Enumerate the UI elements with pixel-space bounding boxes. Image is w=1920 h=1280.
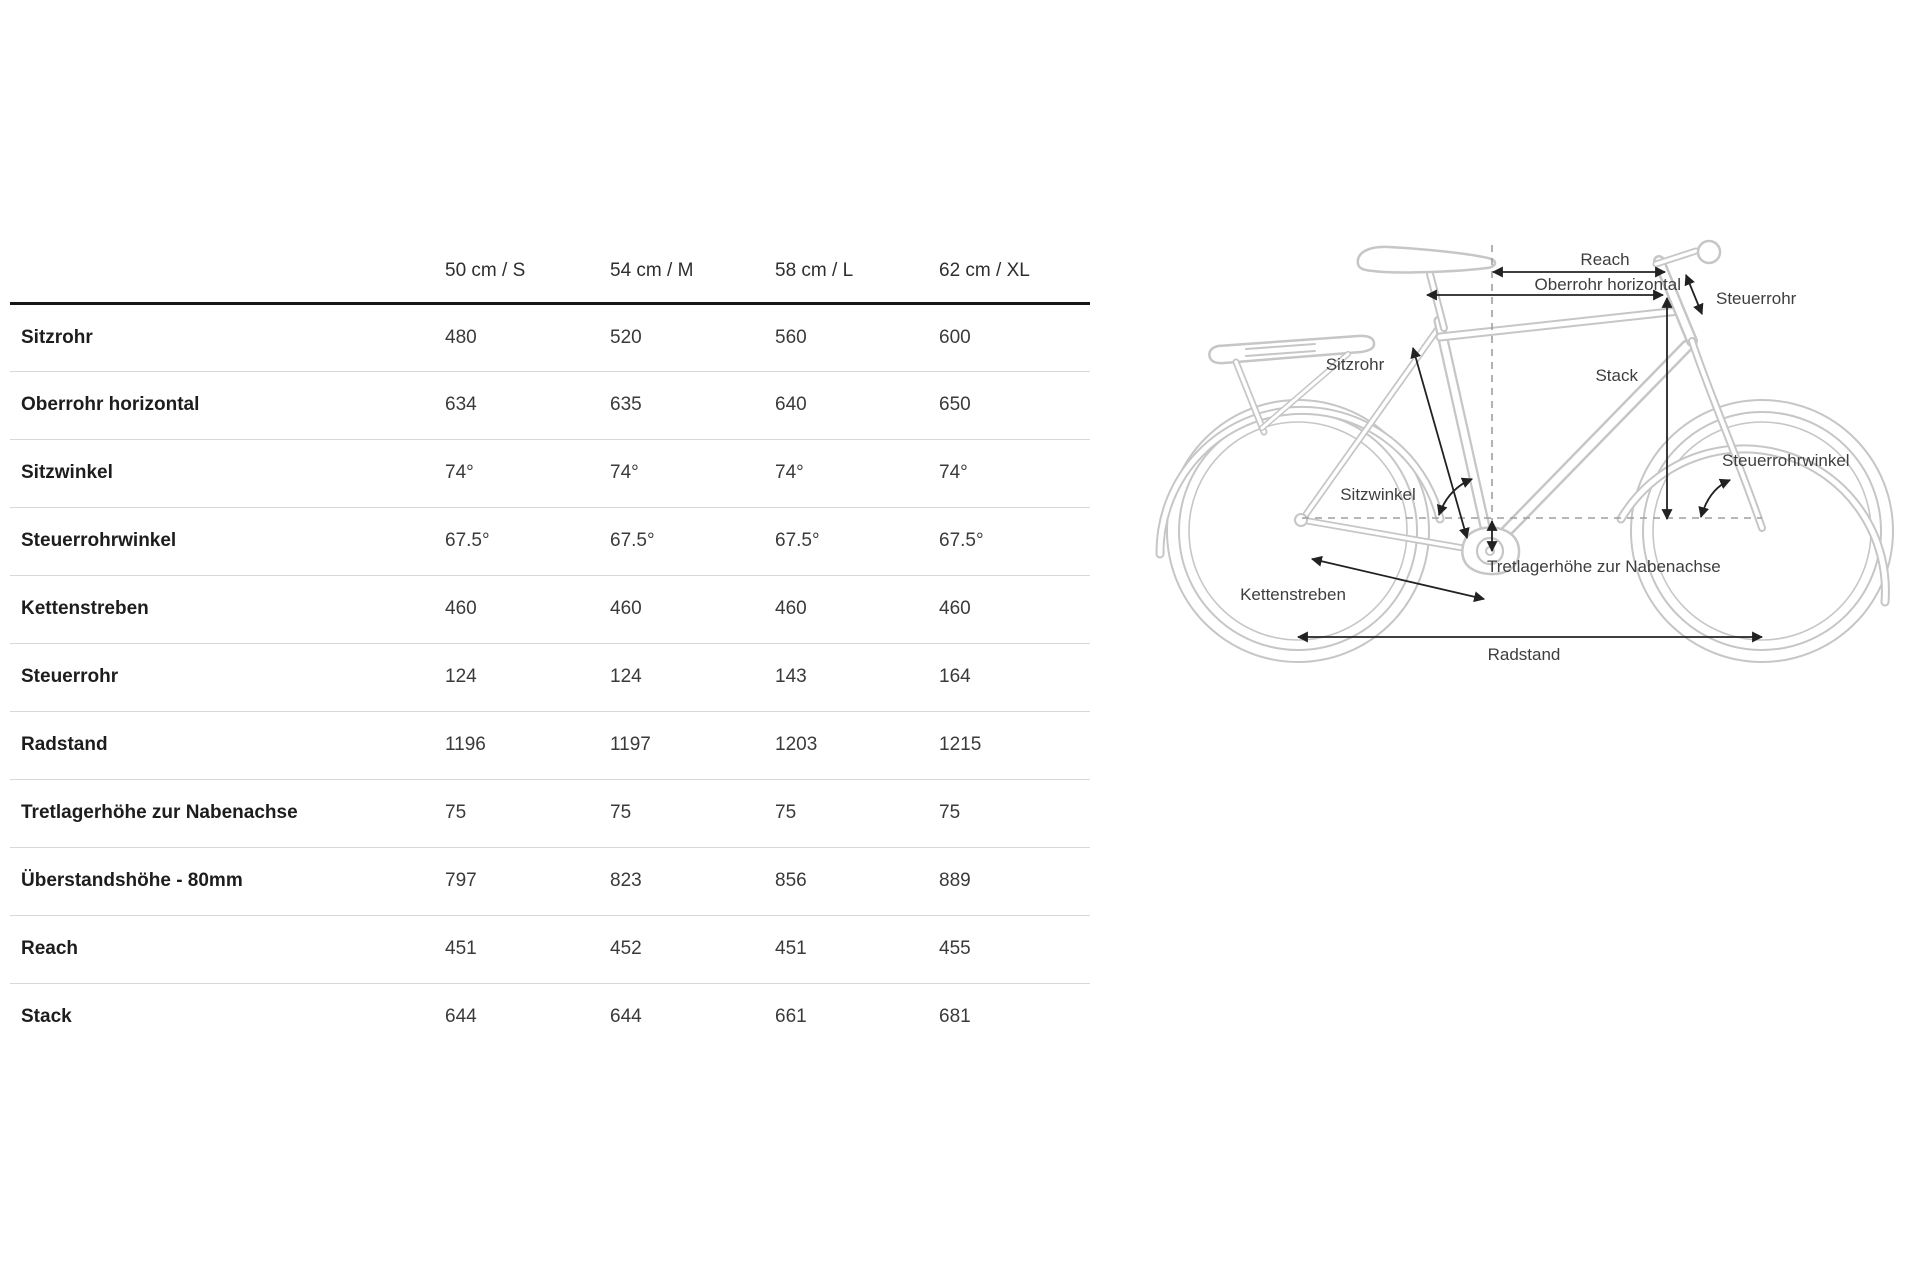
bike-frame	[1294, 255, 1766, 556]
cell-value: 889	[939, 870, 971, 891]
cell-value: 1203	[775, 734, 818, 755]
table-row: Radstand 1196 1197 1203 1215	[10, 711, 1090, 779]
geometry-spec-table: 50 cm / S 54 cm / M 58 cm / L 62 cm / XL…	[10, 241, 1090, 1051]
row-label: Stack	[21, 1006, 72, 1028]
sitzwinkel-label: Sitzwinkel	[1340, 485, 1416, 504]
cell-value: 644	[610, 1006, 642, 1028]
col-header-s: 50 cm / S	[445, 260, 526, 282]
rear-dropout	[1294, 513, 1308, 527]
cell-value: 74°	[610, 462, 639, 483]
cell-value: 67.5°	[445, 530, 490, 551]
col-header-m: 54 cm / M	[610, 260, 694, 282]
cell-value: 74°	[939, 462, 968, 483]
cell-value: 143	[775, 666, 807, 687]
row-label: Radstand	[21, 734, 108, 755]
row-label: Steuerrohrwinkel	[21, 530, 177, 551]
seatpost-saddle	[1356, 245, 1497, 332]
cell-value: 560	[775, 326, 807, 348]
table-row: Überstandshöhe - 80mm 797 823 856 889	[10, 847, 1090, 915]
cell-value: 124	[610, 666, 642, 687]
bike-geometry-diagram: Reach Oberrohr horizontal Steuerrohr Sit…	[1155, 239, 1894, 664]
oberrohr-label: Oberrohr horizontal	[1535, 275, 1681, 294]
sitzrohr-label: Sitzrohr	[1326, 355, 1385, 374]
cell-value: 600	[939, 326, 971, 348]
corner-cell	[10, 241, 445, 303]
cell-value: 1196	[445, 734, 486, 755]
steuerrohrwinkel-arc	[1698, 478, 1732, 519]
row-label: Reach	[21, 938, 79, 959]
stem-handlebar	[1652, 239, 1722, 268]
row-label: Sitzwinkel	[21, 462, 113, 483]
cell-value: 67.5°	[775, 530, 820, 551]
cell-value: 823	[610, 870, 642, 891]
cell-value: 797	[445, 870, 477, 891]
cell-value: 681	[939, 1006, 971, 1028]
cell-value: 635	[610, 394, 642, 415]
cell-value: 856	[775, 870, 807, 891]
reach-label: Reach	[1580, 250, 1629, 269]
steuerrohr-label: Steuerrohr	[1716, 289, 1797, 308]
row-label: Kettenstreben	[21, 598, 149, 619]
col-header-l: 58 cm / L	[775, 260, 854, 282]
stack-label: Stack	[1595, 366, 1638, 385]
table-row: Steuerrohrwinkel 67.5° 67.5° 67.5° 67.5°	[10, 507, 1090, 575]
row-label: Steuerrohr	[21, 666, 119, 687]
sitzwinkel-arc	[1437, 477, 1474, 517]
col-header-xl: 62 cm / XL	[939, 260, 1030, 282]
table-row: Reach 451 452 451 455	[10, 915, 1090, 983]
cell-value: 452	[610, 938, 642, 959]
cell-value: 75	[610, 802, 632, 823]
saddle	[1356, 245, 1497, 274]
cell-value: 75	[775, 802, 797, 823]
steuerrohrwinkel-label: Steuerrohrwinkel	[1722, 451, 1850, 470]
cell-value: 460	[775, 598, 807, 619]
cell-value: 451	[775, 938, 807, 959]
cell-value: 640	[775, 394, 807, 415]
rear-fender	[1155, 405, 1445, 559]
rear-rack	[1208, 334, 1376, 436]
cell-value: 661	[775, 1006, 807, 1028]
cell-value: 460	[445, 598, 477, 619]
table-row: Steuerrohr 124 124 143 164	[10, 643, 1090, 711]
steuerrohr-arrow	[1684, 273, 1704, 316]
table-row: Oberrohr horizontal 634 635 640 650	[10, 371, 1090, 439]
handlebar-grip	[1696, 239, 1722, 265]
cell-value: 1197	[610, 734, 651, 755]
cell-value: 74°	[775, 462, 804, 483]
cell-value: 124	[445, 666, 477, 687]
cell-value: 644	[445, 1006, 477, 1028]
cell-value: 480	[445, 326, 477, 348]
cell-value: 75	[445, 802, 467, 823]
tretlager-label: Tretlagerhöhe zur Nabenachse	[1487, 557, 1721, 576]
cell-value: 67.5°	[939, 530, 984, 551]
row-label: Überstandshöhe - 80mm	[21, 870, 243, 891]
row-label: Tretlagerhöhe zur Nabenachse	[21, 802, 298, 823]
cell-value: 455	[939, 938, 971, 959]
cell-value: 451	[445, 938, 477, 959]
table-header: 50 cm / S 54 cm / M 58 cm / L 62 cm / XL	[10, 241, 1090, 303]
table-row: Stack 644 644 661 681	[10, 983, 1090, 1051]
cell-value: 74°	[445, 462, 474, 483]
cell-value: 634	[445, 394, 477, 415]
kettenstreben-arrow	[1310, 555, 1486, 603]
radstand-label: Radstand	[1488, 645, 1561, 664]
table-row: Sitzrohr 480 520 560 600	[10, 303, 1090, 371]
cell-value: 164	[939, 666, 971, 687]
cell-value: 460	[939, 598, 971, 619]
cell-value: 75	[939, 802, 961, 823]
cell-value: 460	[610, 598, 642, 619]
table-row: Tretlagerhöhe zur Nabenachse 75 75 75 75	[10, 779, 1090, 847]
header-row: 50 cm / S 54 cm / M 58 cm / L 62 cm / XL	[10, 241, 1090, 303]
cell-value: 1215	[939, 734, 982, 755]
cell-value: 67.5°	[610, 530, 655, 551]
spec-table-body: Sitzrohr 480 520 560 600 Oberrohr horizontal 6…	[10, 303, 1090, 1051]
kettenstreben-label: Kettenstreben	[1240, 585, 1346, 604]
row-label: Sitzrohr	[21, 326, 93, 348]
cell-value: 520	[610, 326, 642, 348]
row-label: Oberrohr horizontal	[21, 394, 200, 415]
table-row: Sitzwinkel 74° 74° 74° 74°	[10, 439, 1090, 507]
front-fender	[1616, 444, 1890, 607]
table-row: Kettenstreben 460 460 460 460	[10, 575, 1090, 643]
cell-value: 650	[939, 394, 971, 415]
